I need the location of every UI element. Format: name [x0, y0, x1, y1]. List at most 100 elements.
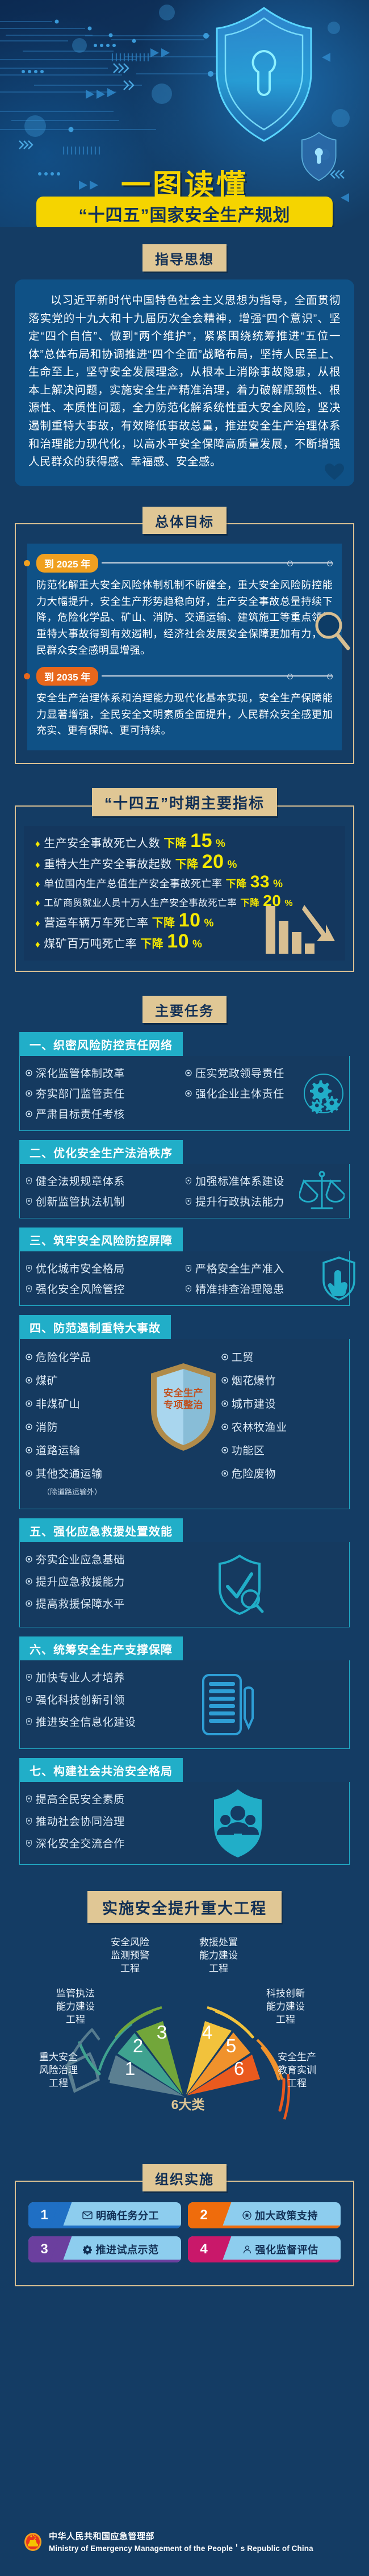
- indicator-verb: 下降: [175, 858, 199, 871]
- org-card-label: 明确任务分工: [96, 2210, 159, 2222]
- indicator-label: 生产安全事故死亡人数: [44, 837, 161, 850]
- wedge-number-5: 5: [226, 2035, 236, 2056]
- wedge-2-shape: [118, 2033, 182, 2095]
- org-card-text: 推进试点示范: [60, 2236, 181, 2262]
- org-card-number: 1: [28, 2202, 60, 2229]
- heart-icon: [325, 463, 344, 480]
- wedge-number-4: 4: [202, 2022, 212, 2043]
- drop-bullet-icon: ♦: [35, 918, 41, 929]
- indicator-verb: 下降: [152, 917, 175, 930]
- task-item: 深化监管体制改革: [26, 1065, 182, 1080]
- goals-inner: 到 2025 年 防范化解重大安全风险体制机制不断健全，重大安全风险防控能力大幅…: [24, 543, 350, 751]
- indicator-value: 15: [190, 830, 213, 852]
- task-title-4: 四、防范遏制重特大事故: [19, 1315, 171, 1339]
- people-icon: [243, 2245, 251, 2253]
- ring-bullet-icon: [26, 1377, 32, 1384]
- footer-cn: 中华人民共和国应急管理部: [49, 2532, 155, 2541]
- ring-bullet-icon: [26, 1578, 32, 1585]
- indicator-row: ♦ 工矿商贸就业人员十万人生产安全事故死亡率 下降 20 %: [35, 892, 341, 909]
- indicator-label: 单位国内生产总值生产安全事故死亡率: [44, 878, 223, 890]
- indicator-row: ♦ 单位国内生产总值生产安全事故死亡率 下降 33 %: [35, 872, 341, 892]
- org-card-2[interactable]: 2 加大政策支持: [188, 2202, 341, 2229]
- task-item: 危险废物: [221, 1466, 341, 1481]
- task-item-label: 危险化学品: [36, 1352, 92, 1364]
- task-item-label: 夯实部门监管责任: [36, 1088, 125, 1101]
- task-item-label: 工贸: [231, 1352, 254, 1364]
- ring-bullet-icon: [221, 1447, 228, 1454]
- org-card-3[interactable]: 3 推进试点示范: [28, 2236, 181, 2263]
- ring-bullet-icon: [185, 1090, 192, 1097]
- task-section-6: 六、统筹安全生产支撑保障 加快专业人才培养 强化科技创新引领 推进安全信息化建设: [19, 1636, 350, 1750]
- task-item-label: 农林牧渔业: [231, 1422, 287, 1434]
- indicators-header: “十四五”时期主要指标: [91, 788, 277, 817]
- shield-bullet-icon: [26, 1673, 32, 1681]
- ring-bullet-icon: [26, 1354, 32, 1360]
- shield-bullet-icon: [26, 1718, 32, 1725]
- ring-bullet-icon: [26, 1556, 32, 1563]
- task-item-label: 城市建设: [231, 1398, 276, 1411]
- org-card-label: 强化监督评估: [255, 2244, 318, 2256]
- task-item: 严格安全生产准入: [185, 1260, 341, 1276]
- goals-header: 总体目标: [142, 506, 227, 534]
- guiding-body: 以习近平新时代中国特色社会主义思想为指导，全面贯彻落实党的十九大和十九届历次全会…: [28, 294, 341, 469]
- indicator-unit: %: [192, 938, 203, 951]
- task-item-label: 压实党政领导责任: [195, 1068, 284, 1080]
- task-body-3: 优化城市安全格局 强化安全风险管控 严格安全生产准入 精准排查治理隐患: [19, 1251, 355, 1306]
- footer-en: Ministry of Emergency Management of the …: [49, 2544, 313, 2553]
- task-item: 消防: [26, 1419, 145, 1434]
- wedge-label-1: 重大安全 风险治理 工程: [39, 2052, 78, 2089]
- task-item: 深化安全交流合作: [26, 1835, 208, 1851]
- task-item: 强化企业主体责任: [185, 1085, 341, 1101]
- task-title-6: 六、统筹安全生产支撑保障: [19, 1636, 183, 1661]
- circuit-decoration: [0, 5, 350, 202]
- task-item-label: 强化科技创新引领: [36, 1694, 125, 1707]
- shield-bullet-icon: [26, 1839, 32, 1847]
- task-item: 提升行政执法能力: [185, 1193, 341, 1209]
- org-card-4[interactable]: 4 强化监督评估: [188, 2236, 341, 2263]
- shield-bullet-icon: [186, 1177, 191, 1184]
- org-box: 1 明确任务分工 2 加大政策支持 3 推进试点示范 4: [15, 2181, 354, 2287]
- wedge-label-6: 安全生产 教育实训 工程: [278, 2052, 316, 2089]
- task-item-label: 非煤矿山: [36, 1398, 81, 1411]
- task-item: 强化科技创新引领: [26, 1692, 208, 1707]
- task-item-label: 加快专业人才培养: [36, 1672, 125, 1685]
- scales-of-justice-icon: [299, 1171, 345, 1209]
- indicator-row: ♦ 营运车辆万车死亡率 下降 10 %: [35, 909, 341, 932]
- wedge-label-4: 救援处置 能力建设 工程: [199, 1937, 238, 1974]
- shield-label: 安全生产 专项整治: [163, 1387, 203, 1410]
- indicator-unit: %: [273, 878, 283, 891]
- task-item: 提升应急救援能力: [26, 1573, 202, 1589]
- hero-subtitle: “十四五”国家安全生产规划: [36, 197, 333, 227]
- shield-bullet-icon: [26, 1197, 32, 1205]
- task-body-2: 健全法规规章体系 创新监管执法机制 加强标准体系建设 提升行政执法能力: [19, 1164, 350, 1219]
- task-item-label: 强化安全风险管控: [36, 1284, 125, 1296]
- task-item-label: 深化监管体制改革: [36, 1068, 125, 1080]
- ring-bullet-icon: [26, 1070, 32, 1076]
- task-item: 严肃目标责任考核: [26, 1106, 182, 1121]
- indicator-label: 煤矿百万吨死亡率: [44, 938, 137, 951]
- footer-identity: 中华人民共和国应急管理部 Ministry of Emergency Manag…: [24, 2530, 313, 2553]
- task-item: 加快专业人才培养: [26, 1669, 208, 1685]
- goal-tag-2025: 到 2025 年: [36, 553, 99, 573]
- indicator-value: 10: [178, 909, 201, 932]
- task-body-5: 夯实企业应急基础 提升应急救援能力 提高救援保障水平: [19, 1542, 350, 1628]
- indicator-value: 33: [250, 872, 270, 892]
- org-card-text: 加大政策支持: [220, 2202, 341, 2228]
- ring-bullet-icon: [221, 1400, 228, 1407]
- task-body-4: 危险化学品 煤矿 非煤矿山 消防 道路运输 其他交通运输 （除道路运输外） 安全…: [19, 1339, 350, 1510]
- task-item: 创新监管执法机制: [26, 1193, 182, 1209]
- org-card-1[interactable]: 1 明确任务分工: [28, 2202, 181, 2229]
- ring-bullet-icon: [221, 1470, 228, 1477]
- task-item-label: 夯实企业应急基础: [36, 1554, 125, 1567]
- drop-bullet-icon: ♦: [35, 859, 41, 871]
- task-item-label: 加强标准体系建设: [195, 1176, 284, 1188]
- task-item-label: 道路运输: [36, 1445, 81, 1458]
- task-item: 功能区: [221, 1442, 341, 1458]
- task-body-1: 深化监管体制改革 夯实部门监管责任 严肃目标责任考核 压实党政领导责任 强化企业…: [19, 1056, 350, 1132]
- shield-bullet-icon: [26, 1795, 32, 1802]
- task-item-label: 精准排查治理隐患: [195, 1284, 284, 1296]
- wedge-5-shape: [187, 2032, 250, 2095]
- task-title-7: 七、构建社会共治安全格局: [19, 1758, 183, 1782]
- wedge-6-shape: [187, 2055, 260, 2096]
- indicator-label: 重特大生产安全事故起数: [44, 858, 172, 871]
